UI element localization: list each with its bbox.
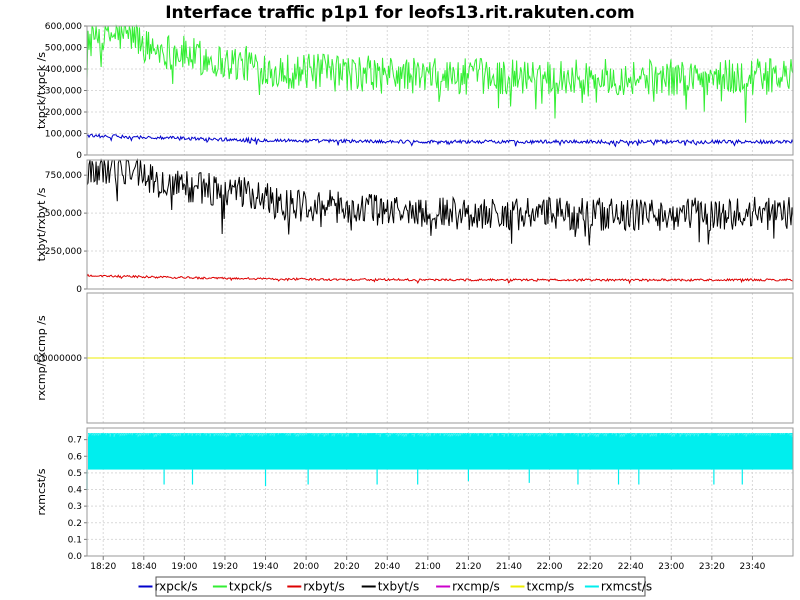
y-axis-label: txpck/txpck /s bbox=[35, 52, 48, 129]
series-line-txbyt bbox=[86, 158, 794, 246]
x-tick-label: 18:40 bbox=[131, 562, 157, 572]
y-tick-label: 0.3 bbox=[68, 502, 82, 512]
x-tick-label: 23:00 bbox=[658, 562, 684, 572]
x-tick-label: 23:20 bbox=[699, 562, 725, 572]
x-tick-label: 19:20 bbox=[212, 562, 238, 572]
panel-4: 0.0 0.1 0.2 0.3 0.4 0.5 0.6 0.7 rxmcst/s bbox=[35, 427, 794, 562]
y-axis-label: rxmcst/s bbox=[35, 468, 48, 515]
x-tick-label: 20:20 bbox=[334, 562, 360, 572]
series-band-edge bbox=[87, 428, 793, 439]
x-tick-label: 19:00 bbox=[171, 562, 197, 572]
y-tick-label: 0.1 bbox=[68, 535, 82, 545]
legend-item-txpck: txpck/s bbox=[212, 580, 272, 594]
legend: rxpck/s txpck/s rxbyt/s txbyt/s rxcmp/s txcmp… bbox=[138, 576, 652, 597]
legend-label: rxcmp/s bbox=[452, 580, 500, 594]
legend-label: txbyt/s bbox=[378, 580, 420, 594]
legend-label: rxbyt/s bbox=[303, 580, 344, 594]
plot-frame bbox=[86, 159, 794, 290]
legend-item-txcmp: txcmp/s bbox=[510, 580, 575, 594]
series-line-rxbyt bbox=[86, 273, 794, 285]
y-tick-label: 0.2 bbox=[68, 519, 82, 529]
legend-label: txpck/s bbox=[229, 580, 272, 594]
y-tick-label: 0 bbox=[76, 151, 82, 161]
x-tick-label: 19:40 bbox=[253, 562, 279, 572]
legend-item-rxpck: rxpck/s bbox=[138, 580, 198, 594]
legend-label: rxpck/s bbox=[155, 580, 198, 594]
plot-frame bbox=[86, 292, 794, 424]
legend-item-txbyt: txbyt/s bbox=[361, 580, 420, 594]
panel-2: 0 250,000 500,000 750,000 txbyt/rxbyt /s bbox=[35, 158, 794, 295]
y-tick-label: 250,000 bbox=[45, 247, 82, 257]
x-tick-label: 22:40 bbox=[618, 562, 644, 572]
x-tick-label: 21:40 bbox=[496, 562, 522, 572]
y-tick-label: 0.0 bbox=[68, 552, 83, 562]
y-tick-label: 750,000 bbox=[45, 171, 82, 181]
x-tick-label: 22:20 bbox=[577, 562, 603, 572]
plot-frame bbox=[86, 427, 794, 557]
x-tick-label: 18:20 bbox=[90, 562, 116, 572]
legend-item-rxmcst: rxmcst/s bbox=[584, 580, 652, 594]
series-band-rxmcst bbox=[88, 432, 793, 470]
x-tick-label: 23:40 bbox=[739, 562, 765, 572]
plot-area bbox=[86, 159, 794, 290]
series-line-rxpck bbox=[86, 133, 794, 148]
legend-label: rxmcst/s bbox=[601, 580, 652, 594]
chart-title: Interface traffic p1p1 for leofs13.rit.r… bbox=[165, 3, 635, 23]
y-tick-label: 0.5 bbox=[68, 469, 82, 479]
y-tick-label: 0 bbox=[76, 285, 82, 295]
legend-item-rxcmp: rxcmp/s bbox=[436, 580, 500, 594]
legend-box bbox=[155, 576, 646, 597]
y-tick-label: 300,000 bbox=[45, 87, 82, 97]
chart-panels: 0 100,000 200,000 300,000 400,000 500,000 600,… bbox=[33, 22, 794, 562]
legend-label: txcmp/s bbox=[527, 580, 575, 594]
y-tick-label: 0.6 bbox=[68, 452, 83, 462]
y-tick-label: 600,000 bbox=[45, 22, 82, 32]
x-tick-label: 20:40 bbox=[374, 562, 400, 572]
y-axis-label: txbyt/rxbyt /s bbox=[35, 187, 48, 261]
x-tick-label: 21:00 bbox=[415, 562, 441, 572]
x-tick-label: 20:00 bbox=[293, 562, 319, 572]
series-line-txpck bbox=[86, 24, 794, 123]
y-axis-label: rxcmp/txcmp /s bbox=[35, 315, 48, 401]
plot-frame bbox=[86, 25, 794, 156]
y-tick-label: 0.7 bbox=[68, 436, 82, 446]
y-tick-label: 100,000 bbox=[45, 130, 82, 140]
x-tick-label: 22:00 bbox=[537, 562, 563, 572]
panel-1: 0 100,000 200,000 300,000 400,000 500,000 600,… bbox=[35, 22, 794, 161]
x-axis: 18:20 18:40 19:00 19:20 19:40 20:00 20:20 20:40… bbox=[90, 556, 766, 572]
legend-item-rxbyt: rxbyt/s bbox=[287, 580, 345, 594]
x-tick-label: 21:20 bbox=[455, 562, 481, 572]
y-tick-label: 500,000 bbox=[45, 44, 82, 54]
y-tick-label: 500,000 bbox=[45, 209, 82, 219]
y-tick-label: 400,000 bbox=[45, 65, 82, 75]
y-tick-label: 0.4 bbox=[68, 486, 83, 496]
y-tick-label: 200,000 bbox=[45, 108, 82, 118]
y-tick-label: 0.0000000 bbox=[33, 354, 82, 364]
